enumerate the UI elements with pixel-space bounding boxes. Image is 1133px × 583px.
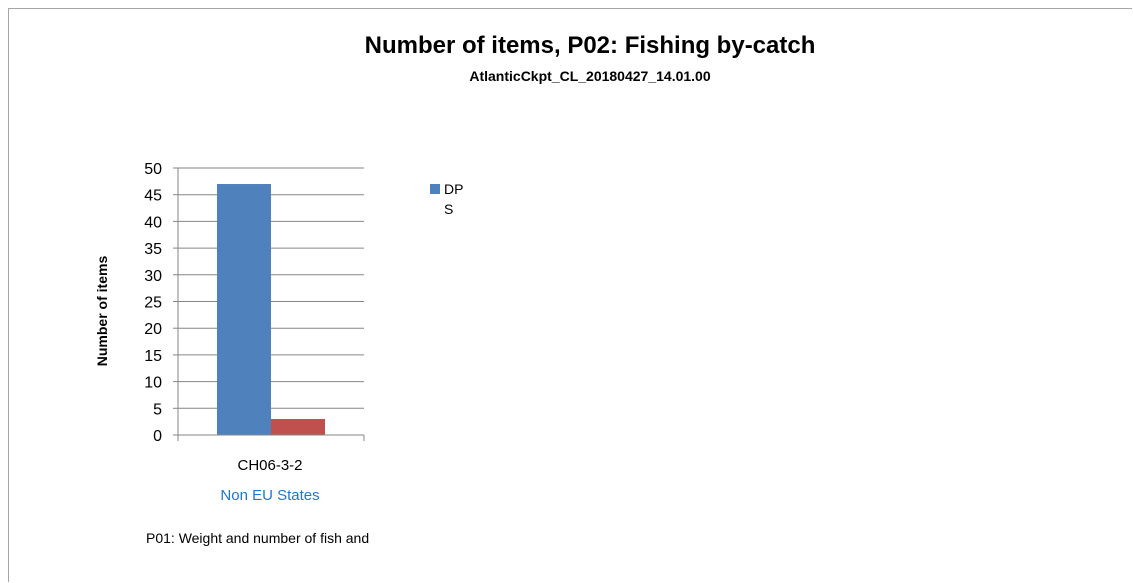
x-group-label: Non EU States xyxy=(220,487,319,504)
y-axis-label: Number of items xyxy=(94,256,110,367)
x-tick-label: CH06-3-2 xyxy=(237,457,302,474)
legend-label: DP S xyxy=(444,181,467,217)
y-tick-label: 25 xyxy=(144,295,162,312)
y-tick-label: 20 xyxy=(144,321,162,338)
y-tick-label: 5 xyxy=(153,401,162,418)
footnote: P01: Weight and number of fish and xyxy=(146,530,370,546)
y-tick-label: 50 xyxy=(144,161,162,178)
legend-swatch xyxy=(430,184,440,194)
bar-series-1 xyxy=(271,418,325,435)
y-tick-label: 30 xyxy=(144,268,162,285)
chart-title: Number of items, P02: Fishing by-catch xyxy=(364,32,816,59)
chart-frame xyxy=(8,8,1132,582)
chart-subtitle: AtlanticCkpt_CL_20180427_14.01.00 xyxy=(469,68,711,84)
y-tick-label: 45 xyxy=(144,188,162,205)
legend: DP S xyxy=(430,181,467,217)
y-tick-labels: 0 5 10 15 20 25 30 35 40 45 50 xyxy=(144,161,162,445)
bar-series-0 xyxy=(217,184,271,435)
legend-label-line-1: DP xyxy=(444,181,463,197)
y-tick-label: 0 xyxy=(153,428,162,445)
y-tick-label: 15 xyxy=(144,348,162,365)
bars xyxy=(217,184,325,435)
y-tick-label: 40 xyxy=(144,214,162,231)
axes xyxy=(173,167,365,441)
legend-label-line-2: S xyxy=(444,201,453,217)
y-tick-label: 10 xyxy=(144,375,162,392)
y-tick-label: 35 xyxy=(144,241,162,258)
